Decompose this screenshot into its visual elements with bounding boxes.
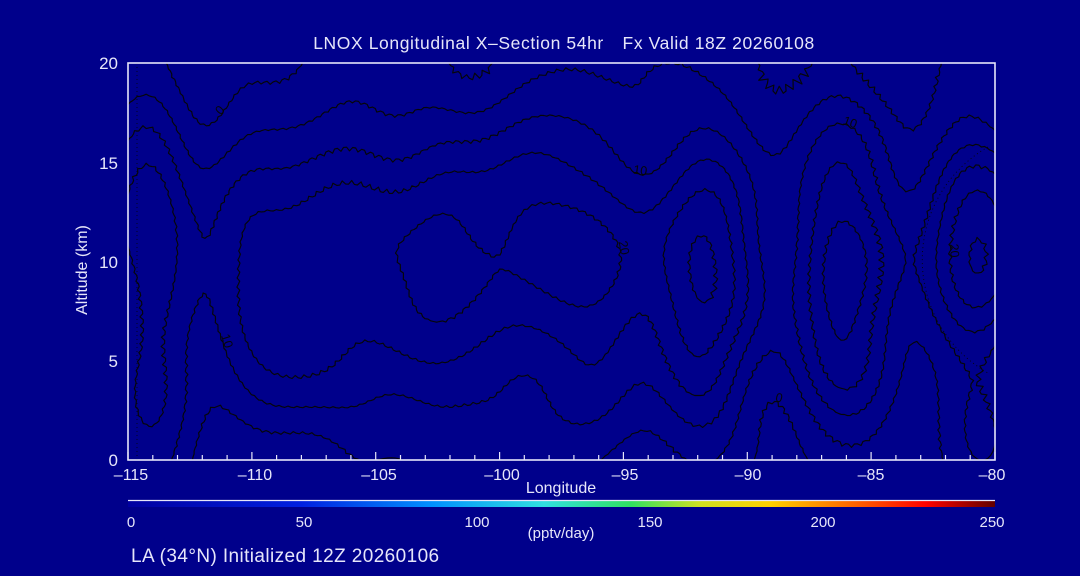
svg-text:Altitude (km): Altitude (km) <box>74 225 91 315</box>
svg-text:–85: –85 <box>858 467 885 484</box>
svg-text:150: 150 <box>637 514 662 531</box>
svg-text:20: 20 <box>99 54 118 73</box>
svg-text:10: 10 <box>99 253 118 272</box>
svg-text:LNOX Longitudinal X–Section 54: LNOX Longitudinal X–Section 54hr Fx Vali… <box>313 33 815 53</box>
svg-text:Longitude: Longitude <box>526 480 596 497</box>
svg-text:–100: –100 <box>484 467 520 484</box>
svg-text:15: 15 <box>99 154 118 173</box>
svg-text:–105: –105 <box>361 467 397 484</box>
svg-text:100: 100 <box>464 514 489 531</box>
svg-text:–90: –90 <box>735 467 762 484</box>
svg-text:10: 10 <box>633 163 649 179</box>
svg-text:–80: –80 <box>979 467 1006 484</box>
svg-text:–95: –95 <box>612 467 639 484</box>
svg-text:–115: –115 <box>114 467 149 484</box>
svg-text:20: 20 <box>947 243 962 258</box>
svg-text:250: 250 <box>979 514 1004 531</box>
svg-text:0: 0 <box>127 514 135 531</box>
svg-text:5: 5 <box>109 352 118 371</box>
svg-text:200: 200 <box>810 514 835 531</box>
svg-text:LA (34°N) Initialized 12Z 2026: LA (34°N) Initialized 12Z 20260106 <box>131 546 440 567</box>
svg-text:–110: –110 <box>238 467 273 484</box>
svg-text:(pptv/day): (pptv/day) <box>528 525 595 542</box>
svg-text:50: 50 <box>296 514 313 531</box>
svg-text:20: 20 <box>616 240 632 256</box>
